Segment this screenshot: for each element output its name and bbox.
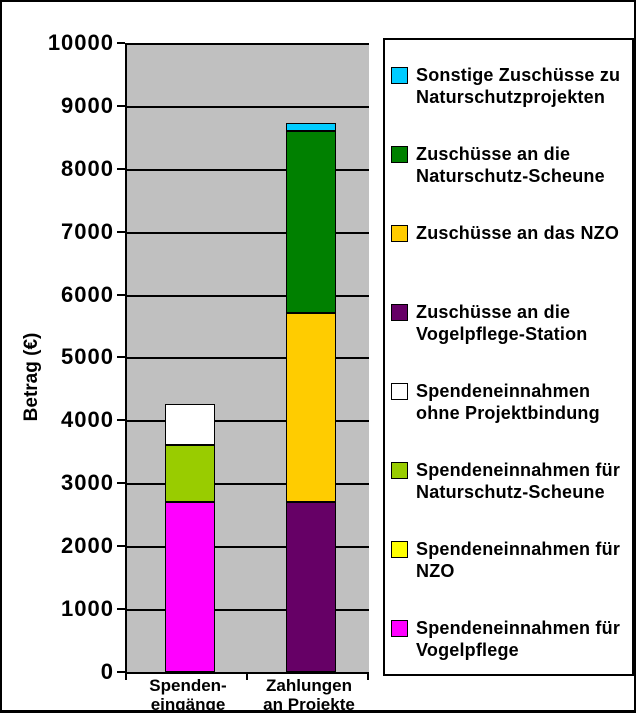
- legend-swatch-icon: [391, 383, 408, 400]
- y-tick-mark-9000: [117, 105, 125, 107]
- bar-segment: [286, 123, 336, 131]
- y-tick-mark-7000: [117, 231, 125, 233]
- legend-label: Zuschüsse an das NZO: [416, 223, 620, 243]
- bar-segment: [165, 502, 215, 672]
- legend-item-5: Spendeneinnahmen ohne Projektbindung: [391, 380, 632, 459]
- bar-segment: [286, 502, 336, 672]
- x-category-label-2: Zahlungen an Projekte: [263, 676, 355, 713]
- gridline-6000: [127, 295, 369, 297]
- legend-item-7: Spendeneinnahmen für NZO: [391, 538, 632, 617]
- legend-swatch-icon: [391, 146, 408, 163]
- gridline-5000: [127, 357, 369, 359]
- y-tick-label-4000: 4000: [61, 407, 114, 432]
- gridline-8000: [127, 169, 369, 171]
- y-tick-label-10000: 10000: [47, 30, 114, 55]
- y-tick-label-6000: 6000: [61, 282, 114, 307]
- legend-label: Spendeneinnahmen ohne Projektbindung: [416, 381, 600, 423]
- legend-swatch-icon: [391, 225, 408, 242]
- x-tick-mark: [367, 672, 369, 680]
- legend-label: Spendeneinnahmen für Naturschutz-Scheune: [416, 460, 621, 502]
- y-tick-mark-0: [117, 671, 125, 673]
- y-tick-mark-1000: [117, 608, 125, 610]
- y-tick-label-2000: 2000: [61, 533, 114, 558]
- legend-swatch-icon: [391, 462, 408, 479]
- legend-item-2: Zuschüsse an die Naturschutz-Scheune: [391, 143, 632, 222]
- gridline-9000: [127, 106, 369, 108]
- bar-category-1: [165, 404, 215, 672]
- legend-label: Spendeneinnahmen für NZO: [416, 539, 621, 581]
- gridline-7000: [127, 232, 369, 234]
- legend-item-8: Spendeneinnahmen für Vogelpflege: [391, 617, 632, 696]
- bar-category-2: [286, 123, 336, 672]
- bar-segment: [165, 404, 215, 445]
- y-tick-label-0: 0: [100, 659, 114, 684]
- legend-item-6: Spendeneinnahmen für Naturschutz-Scheune: [391, 459, 632, 538]
- y-tick-mark-6000: [117, 294, 125, 296]
- legend-swatch-icon: [391, 620, 408, 637]
- y-tick-mark-3000: [117, 482, 125, 484]
- legend-item-4: Zuschüsse an die Vogelpflege-Station: [391, 301, 632, 380]
- plot-area: [125, 43, 369, 674]
- legend-label: Zuschüsse an die Naturschutz-Scheune: [416, 144, 605, 186]
- bar-segment: [286, 313, 336, 502]
- legend-label: Zuschüsse an die Vogelpflege-Station: [416, 302, 588, 344]
- legend-swatch-icon: [391, 541, 408, 558]
- y-tick-mark-8000: [117, 168, 125, 170]
- gridline-4000: [127, 420, 369, 422]
- y-tick-mark-4000: [117, 419, 125, 421]
- y-tick-mark-10000: [117, 42, 125, 44]
- gridline-3000: [127, 483, 369, 485]
- legend: Sonstige Zuschüsse zu Naturschutzprojekt…: [383, 38, 634, 676]
- y-tick-label-3000: 3000: [61, 470, 114, 495]
- y-tick-label-7000: 7000: [61, 219, 114, 244]
- legend-label: Spendeneinnahmen für Vogelpflege: [416, 618, 621, 660]
- y-tick-label-1000: 1000: [61, 596, 114, 621]
- legend-item-1: Sonstige Zuschüsse zu Naturschutzprojekt…: [391, 64, 632, 143]
- bar-segment: [165, 445, 215, 502]
- legend-item-3: Zuschüsse an das NZO: [391, 222, 632, 301]
- y-tick-label-9000: 9000: [61, 93, 114, 118]
- y-tick-mark-2000: [117, 545, 125, 547]
- legend-label: Sonstige Zuschüsse zu Naturschutzprojekt…: [416, 65, 621, 107]
- legend-swatch-icon: [391, 67, 408, 84]
- gridline-2000: [127, 546, 369, 548]
- gridline-10000: [127, 43, 369, 45]
- gridline-1000: [127, 609, 369, 611]
- bar-segment: [286, 131, 336, 313]
- y-tick-label-5000: 5000: [61, 344, 114, 369]
- legend-swatch-icon: [391, 304, 408, 321]
- y-tick-mark-5000: [117, 356, 125, 358]
- x-category-label-1: Spenden- eingänge: [149, 676, 227, 713]
- x-tick-mark: [246, 672, 248, 680]
- y-tick-label-8000: 8000: [61, 156, 114, 181]
- x-tick-mark: [125, 672, 127, 680]
